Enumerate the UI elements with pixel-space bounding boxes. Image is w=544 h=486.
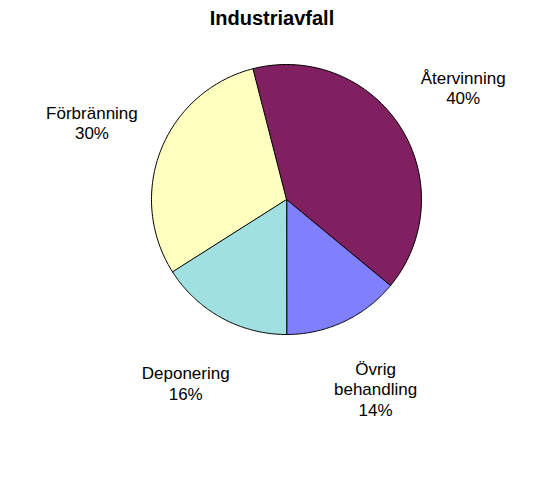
svg-text:Övrigbehandling14%: Övrigbehandling14% — [334, 360, 417, 420]
svg-text:Deponering16%: Deponering16% — [142, 364, 230, 403]
svg-text:Förbränning30%: Förbränning30% — [46, 104, 138, 143]
html-text:Industriavfall: Industriavfall — [209, 7, 335, 29]
svg-text:Återvinning40%: Återvinning40% — [421, 69, 506, 108]
